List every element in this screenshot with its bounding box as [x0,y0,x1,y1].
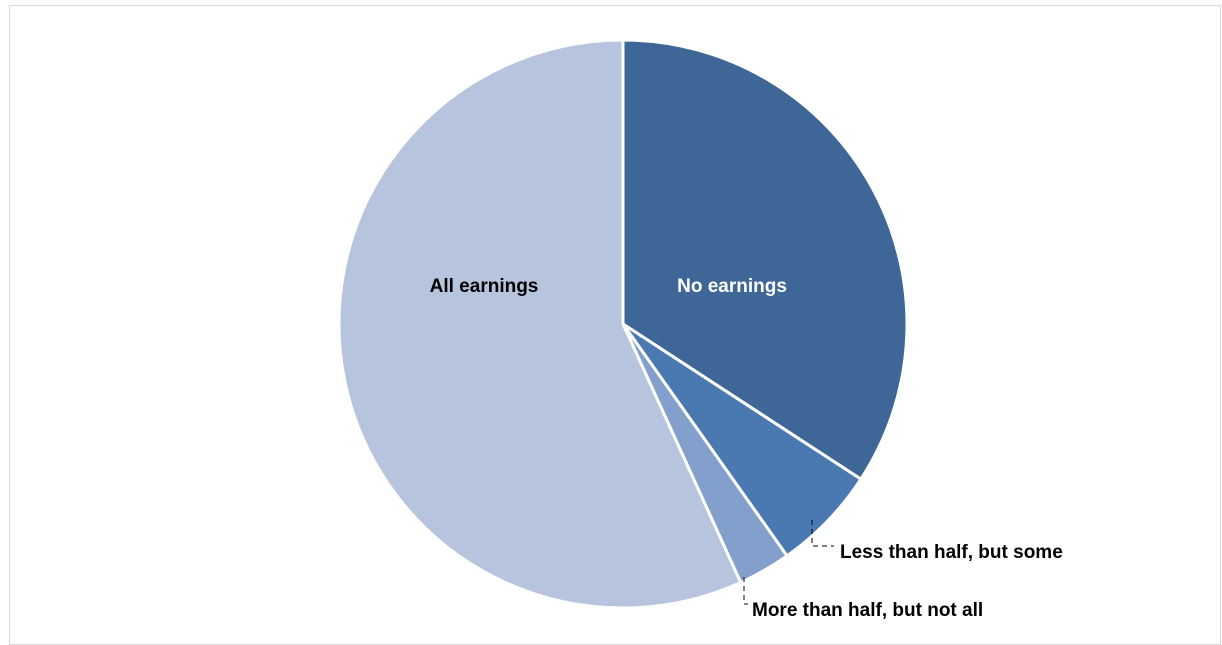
leader-line-less-than-half-but-some [811,520,834,547]
leader-lines [743,520,834,605]
slice-label-more-than-half-but-not-all: More than half, but not all [752,600,983,621]
slice-label-no-earnings: No earnings [677,276,787,297]
pie-slices [337,38,909,610]
pie-slice-all-earnings [337,38,743,610]
slice-label-all-earnings: All earnings [430,276,539,297]
slice-label-less-than-half-but-some: Less than half, but some [840,542,1063,563]
leader-line-more-than-half-but-not-all [743,577,748,605]
slice-labels: No earnings Less than half, but some More … [430,276,1063,621]
